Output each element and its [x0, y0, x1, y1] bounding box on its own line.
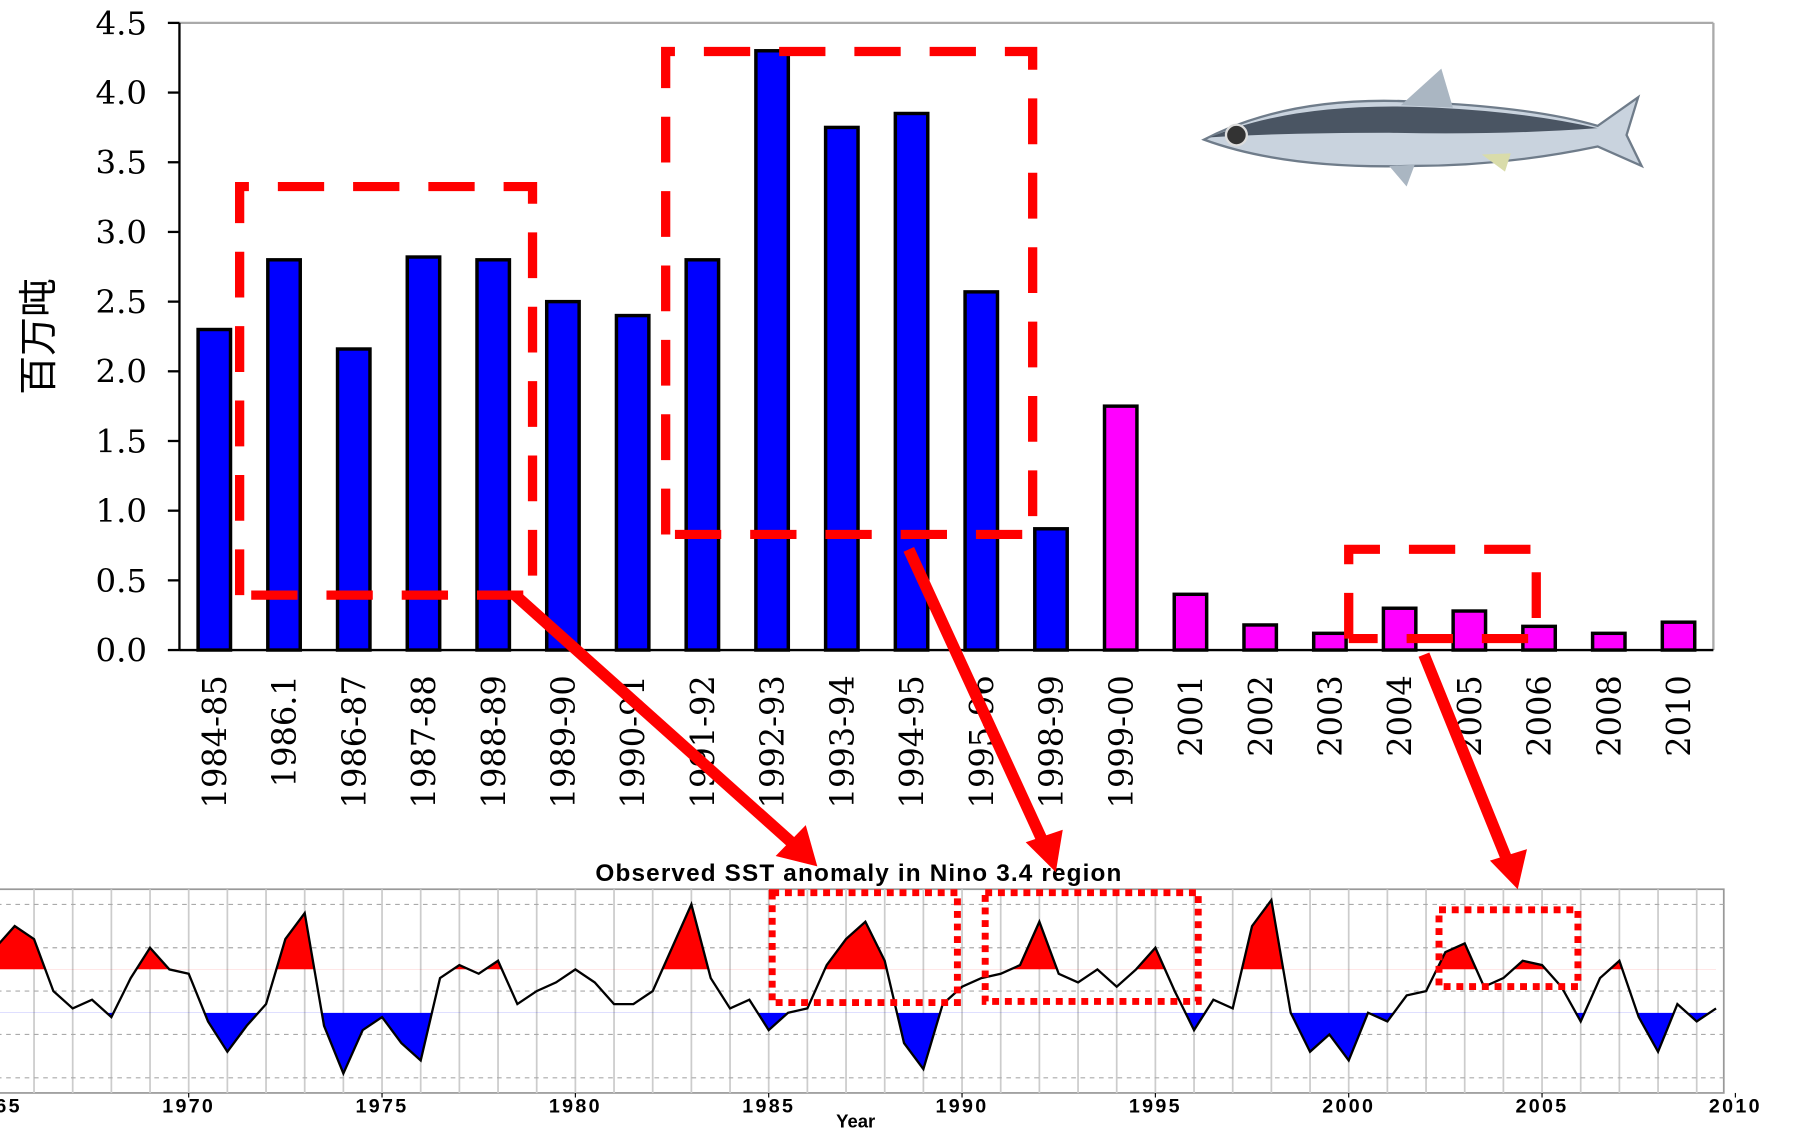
- bar: [1244, 625, 1276, 650]
- x-tick-label: 1992-93: [754, 675, 792, 808]
- y-tick-label: 2.0: [95, 353, 147, 391]
- x-tick-label: 1975: [356, 1095, 409, 1117]
- x-tick-label: 2010: [1709, 1095, 1762, 1117]
- x-tick-label: 1990: [936, 1095, 989, 1117]
- x-tick-label: 1984-85: [196, 675, 234, 808]
- bar: [1035, 529, 1067, 650]
- y-tick-label: 1.0: [95, 492, 147, 530]
- bar: [1105, 406, 1137, 650]
- x-tick-label: 1986.1: [265, 675, 303, 787]
- bar: [756, 51, 788, 650]
- x-tick-label: 1993-94: [823, 675, 861, 808]
- x-tick-label: 1989-90: [544, 675, 582, 808]
- x-tick-label: 2008: [1590, 675, 1628, 757]
- bar: [686, 260, 718, 650]
- bar: [1662, 622, 1694, 650]
- y-axis-title: 百万吨: [17, 278, 62, 395]
- x-tick-label: 1985: [742, 1095, 795, 1117]
- y-tick-label: 0.5: [95, 562, 147, 600]
- y-tick-label: 2.5: [95, 283, 147, 321]
- page: {"chart_data": [ {"type": "bar", "ylabel…: [0, 0, 1806, 1133]
- x-tick-label: 1991-92: [684, 675, 722, 808]
- x-tick-label: 2005: [1516, 1095, 1569, 1117]
- x-tick-label: 1999-00: [1102, 675, 1140, 808]
- chart: 0.0 0.5 1.0 1.5 2.0 2.5 3.0 3.5 4.0 4.5 1984-85 198…: [0, 0, 1806, 1133]
- bar: [1314, 633, 1346, 650]
- x-tick-label: 1987-88: [405, 675, 443, 808]
- x-tick-label: 1988-89: [475, 675, 513, 808]
- y-tick-label: 3.0: [95, 214, 147, 252]
- bar: [616, 316, 648, 650]
- x-tick-label: 2004: [1381, 675, 1419, 757]
- x-tick-label: 2000: [1322, 1095, 1375, 1117]
- x-tick-label: 1995: [1129, 1095, 1182, 1117]
- x-tick-label: 1965: [0, 1095, 22, 1117]
- y-tick-label: 4.5: [95, 5, 147, 43]
- y-tick-label: 4.0: [95, 74, 147, 112]
- arrow-head: [1490, 849, 1527, 889]
- bar: [1383, 608, 1415, 650]
- y-tick-label: 1.5: [95, 423, 147, 461]
- y-tick-label: 3.5: [95, 144, 147, 182]
- x-tick-label: 2006: [1520, 675, 1558, 757]
- bar: [965, 292, 997, 650]
- bar: [198, 329, 230, 650]
- chart-title: Observed SST anomaly in Nino 3.4 region: [595, 860, 1122, 887]
- y-tick-label: 0.0: [95, 632, 147, 670]
- bar: [547, 302, 579, 650]
- x-tick-label: 1998-99: [1032, 675, 1070, 808]
- x-tick-label: 1986-87: [335, 675, 373, 808]
- x-tick-label: 2010: [1660, 675, 1698, 757]
- x-tick-label: 2003: [1311, 675, 1349, 757]
- x-tick-label: 1970: [162, 1095, 215, 1117]
- bar: [338, 349, 370, 650]
- highlight-box: [1349, 549, 1537, 638]
- x-tick-label: 1994-95: [893, 675, 931, 808]
- bar: [1593, 633, 1625, 650]
- bar: [1174, 594, 1206, 650]
- x-tick-label: 1980: [549, 1095, 602, 1117]
- bar: [826, 127, 858, 650]
- x-axis-title: Year: [836, 1110, 875, 1131]
- fish-illustration: [1204, 69, 1642, 187]
- x-tick-label: 2002: [1242, 675, 1280, 757]
- x-tick-label: 2001: [1172, 675, 1210, 757]
- bar: [1453, 611, 1485, 650]
